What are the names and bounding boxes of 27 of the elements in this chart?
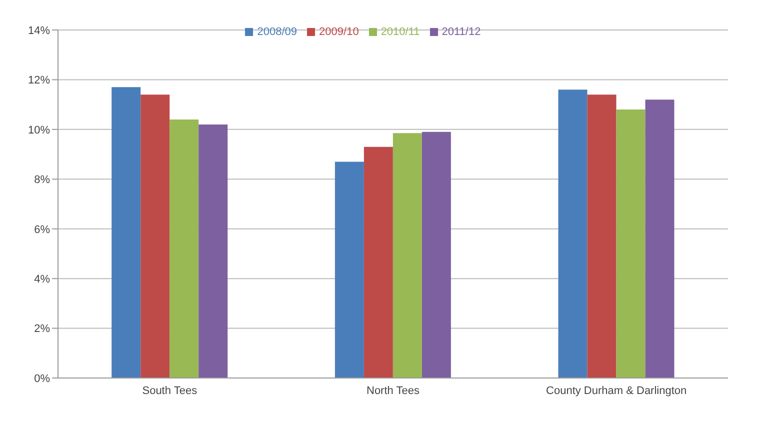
- y-tick-label: 4%: [34, 273, 50, 286]
- legend-label: 2011/12: [442, 26, 481, 38]
- bar: [364, 146, 393, 378]
- y-tick-label: 0%: [34, 372, 50, 385]
- legend-label: 2010/11: [380, 26, 420, 38]
- legend-label: 2008/09: [257, 26, 298, 38]
- legend-label: 2009/10: [319, 26, 359, 38]
- bar: [112, 87, 141, 378]
- y-tick-label: 12%: [28, 74, 50, 87]
- x-tick-label: County Durham & Darlington: [546, 384, 687, 397]
- bar: [198, 124, 228, 378]
- bar: [587, 94, 616, 378]
- bar: [140, 94, 170, 378]
- y-tick-label: 14%: [28, 24, 50, 37]
- x-tick-label: North Tees: [366, 384, 420, 397]
- y-tick-label: 8%: [34, 174, 50, 186]
- y-tick-label: 2%: [34, 323, 50, 336]
- bar: [616, 110, 646, 378]
- bar: [392, 133, 422, 378]
- bar: [170, 119, 199, 378]
- bar: [422, 132, 451, 378]
- bar: [334, 162, 364, 378]
- x-tick-label: South Tees: [142, 384, 198, 397]
- y-tick-label: 10%: [28, 124, 50, 136]
- y-tick-label: 6%: [34, 224, 50, 236]
- bar: [558, 90, 588, 378]
- bar: [645, 100, 674, 378]
